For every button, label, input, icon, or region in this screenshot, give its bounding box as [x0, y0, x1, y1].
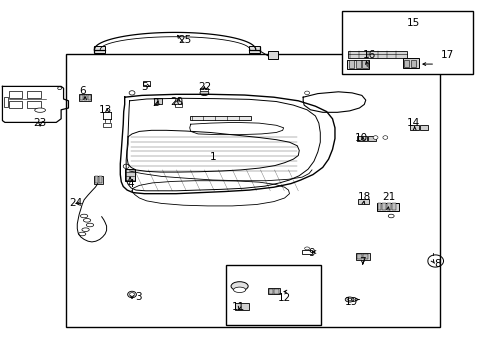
Text: 7: 7	[359, 257, 366, 267]
Bar	[142, 81, 149, 86]
Bar	[274, 289, 278, 294]
Bar	[80, 95, 83, 100]
Bar	[363, 254, 367, 259]
Ellipse shape	[83, 219, 91, 222]
Text: 20: 20	[170, 96, 183, 107]
Text: 5: 5	[141, 82, 147, 92]
Bar	[346, 60, 368, 69]
Bar	[403, 58, 418, 68]
Bar	[94, 46, 104, 53]
Bar	[9, 91, 22, 98]
Text: 9: 9	[308, 248, 315, 258]
Ellipse shape	[127, 291, 136, 298]
Bar	[99, 176, 102, 183]
Text: 14: 14	[406, 118, 419, 128]
Bar	[357, 199, 368, 204]
Bar	[9, 101, 22, 108]
Bar	[154, 98, 162, 104]
Text: 8: 8	[433, 258, 440, 269]
Bar	[88, 95, 91, 100]
Ellipse shape	[174, 101, 182, 107]
Text: 4: 4	[127, 179, 134, 189]
Bar	[376, 203, 398, 211]
Text: 24: 24	[69, 198, 82, 208]
Bar	[382, 203, 386, 210]
Text: 23: 23	[33, 118, 47, 128]
Bar	[94, 176, 103, 184]
Bar	[410, 60, 415, 67]
Ellipse shape	[345, 297, 353, 302]
Bar	[4, 97, 8, 107]
Ellipse shape	[200, 90, 208, 95]
Bar	[27, 91, 41, 98]
Bar	[302, 250, 311, 254]
Text: 11: 11	[231, 302, 245, 312]
Ellipse shape	[347, 298, 351, 301]
Bar	[419, 125, 427, 130]
Bar	[377, 203, 381, 210]
Bar	[356, 136, 366, 141]
Text: 22: 22	[197, 82, 211, 92]
Bar	[268, 289, 273, 294]
Ellipse shape	[129, 91, 135, 95]
Ellipse shape	[304, 91, 309, 95]
Ellipse shape	[81, 228, 89, 231]
Text: 12: 12	[277, 293, 291, 303]
Bar	[234, 303, 249, 310]
Bar	[175, 104, 182, 107]
Text: 18: 18	[357, 192, 370, 202]
Text: 13: 13	[98, 105, 112, 115]
Text: 2: 2	[152, 98, 159, 108]
Bar	[362, 60, 367, 68]
Bar	[342, 11, 472, 74]
Bar	[225, 265, 321, 325]
Bar	[267, 51, 277, 59]
Text: 3: 3	[135, 292, 142, 302]
Ellipse shape	[78, 232, 86, 236]
Bar	[356, 254, 361, 259]
Bar	[355, 60, 360, 68]
Ellipse shape	[58, 87, 61, 90]
Ellipse shape	[35, 108, 45, 112]
Bar	[189, 116, 250, 120]
Bar	[355, 253, 369, 260]
Bar	[386, 203, 390, 210]
Bar	[95, 176, 98, 183]
Text: 16: 16	[362, 50, 375, 60]
Bar	[347, 51, 406, 58]
Ellipse shape	[387, 214, 393, 218]
Text: 6: 6	[79, 86, 85, 96]
Bar	[200, 88, 208, 91]
Text: 15: 15	[406, 18, 419, 28]
Ellipse shape	[233, 287, 245, 292]
Text: 10: 10	[354, 132, 366, 143]
Bar	[102, 123, 111, 127]
Ellipse shape	[80, 214, 88, 218]
Bar	[84, 95, 87, 100]
Bar	[367, 136, 375, 141]
Bar	[267, 288, 280, 294]
Text: 1: 1	[209, 152, 216, 162]
Text: 17: 17	[440, 50, 453, 60]
Ellipse shape	[230, 282, 247, 291]
Ellipse shape	[123, 164, 129, 168]
Bar	[124, 169, 135, 181]
Bar	[404, 60, 408, 67]
Bar	[348, 60, 353, 68]
Text: 19: 19	[344, 297, 357, 307]
Bar	[79, 94, 91, 101]
Bar	[249, 46, 260, 53]
Ellipse shape	[304, 247, 309, 250]
Ellipse shape	[382, 136, 387, 139]
Bar	[391, 203, 395, 210]
Bar	[27, 101, 41, 108]
Ellipse shape	[129, 293, 134, 296]
Bar	[66, 54, 439, 327]
Ellipse shape	[372, 136, 377, 139]
Bar	[409, 125, 418, 130]
Text: 21: 21	[381, 192, 395, 202]
Text: 25: 25	[178, 35, 191, 45]
Ellipse shape	[86, 223, 94, 227]
